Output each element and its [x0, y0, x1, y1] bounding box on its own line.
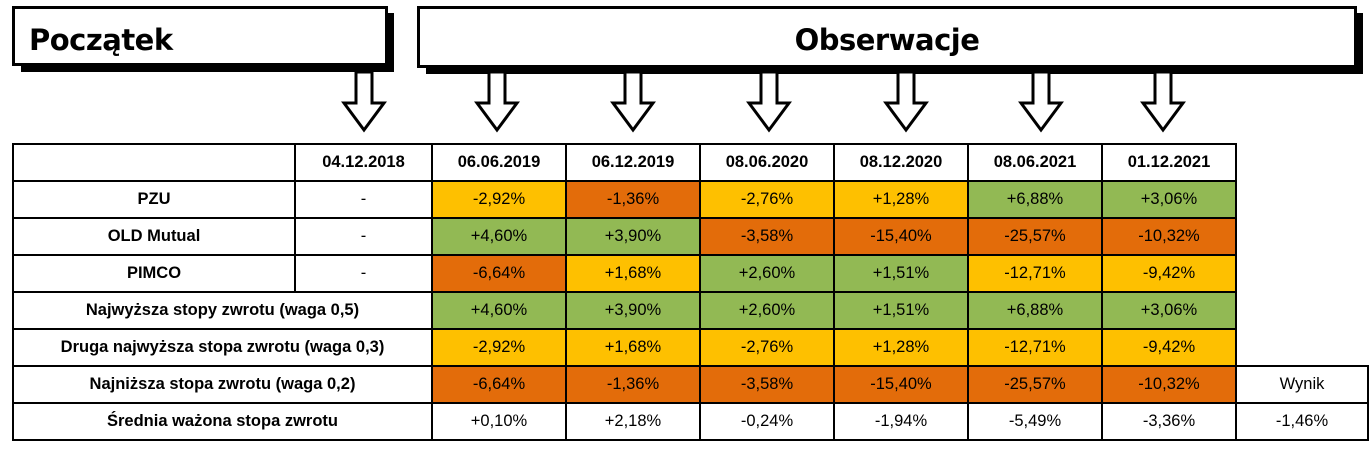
return-cell: +6,88% — [967, 180, 1103, 219]
row-label: PIMCO — [12, 254, 296, 293]
row-label: OLD Mutual — [12, 217, 296, 256]
row-label: Druga najwyższa stopa zwrotu (waga 0,3) — [12, 328, 433, 367]
return-cell: +2,60% — [699, 291, 835, 330]
weighted-value-cell: -0,24% — [699, 402, 835, 441]
corner-cell — [12, 143, 296, 182]
result-label: Wynik — [1235, 365, 1369, 404]
return-cell: -10,32% — [1101, 365, 1237, 404]
return-cell: -9,42% — [1101, 328, 1237, 367]
table-row: PZU - -2,92% -1,36% -2,76% +1,28% +6,88% +3,06% — [12, 180, 1368, 219]
return-cell: -2,92% — [431, 328, 567, 367]
row-label: Najniższa stopa zwrotu (waga 0,2) — [12, 365, 433, 404]
blank-cell — [1236, 144, 1368, 181]
date-cell: 08.06.2020 — [699, 143, 835, 182]
weighted-value-cell: -5,49% — [967, 402, 1103, 441]
return-cell: -12,71% — [967, 254, 1103, 293]
weighted-value-cell: -1,94% — [833, 402, 969, 441]
row-label: Najwyższa stopy zwrotu (waga 0,5) — [12, 291, 433, 330]
table-row: OLD Mutual - +4,60% +3,90% -3,58% -15,40% -25,… — [12, 217, 1368, 256]
return-cell: +6,88% — [967, 291, 1103, 330]
return-cell: +4,60% — [431, 291, 567, 330]
table-row: Najniższa stopa zwrotu (waga 0,2) -6,64% -… — [12, 365, 1369, 404]
return-cell: +1,28% — [833, 328, 969, 367]
weighted-label: Średnia ważona stopa zwrotu — [12, 402, 433, 441]
return-cell: -2,76% — [699, 180, 835, 219]
return-cell: +1,28% — [833, 180, 969, 219]
return-cell: +3,06% — [1101, 180, 1237, 219]
return-cell: -25,57% — [967, 365, 1103, 404]
date-cell: 06.06.2019 — [431, 143, 567, 182]
return-cell: -6,64% — [431, 254, 567, 293]
blank-cell — [1236, 218, 1368, 255]
date-cell: 08.12.2020 — [833, 143, 969, 182]
return-cell: -10,32% — [1101, 217, 1237, 256]
return-cell: +3,90% — [565, 291, 701, 330]
date-cell: 01.12.2021 — [1101, 143, 1237, 182]
down-arrow-icon — [1140, 70, 1186, 133]
date-cell: 04.12.2018 — [294, 143, 433, 182]
start-value-cell: - — [294, 217, 433, 256]
down-arrow-icon — [746, 70, 792, 133]
return-cell: -12,71% — [967, 328, 1103, 367]
down-arrow-icon — [474, 70, 520, 133]
down-arrow-icon — [341, 70, 387, 133]
observations-header: Obserwacje — [417, 6, 1363, 74]
return-cell: -1,36% — [565, 180, 701, 219]
return-cell: +3,90% — [565, 217, 701, 256]
return-cell: -2,76% — [699, 328, 835, 367]
observations-header-label: Obserwacje — [794, 23, 980, 57]
weighted-value-cell: +2,18% — [565, 402, 701, 441]
start-value-cell: - — [294, 254, 433, 293]
return-cell: -3,58% — [699, 365, 835, 404]
row-label: PZU — [12, 180, 296, 219]
return-cell: -3,58% — [699, 217, 835, 256]
return-cell: +2,60% — [699, 254, 835, 293]
return-cell: +1,51% — [833, 291, 969, 330]
return-cell: -6,64% — [431, 365, 567, 404]
arrow-row — [341, 70, 1186, 133]
blank-cell — [1236, 329, 1368, 366]
return-cell: +3,06% — [1101, 291, 1237, 330]
down-arrow-icon — [1018, 70, 1064, 133]
return-cell: -15,40% — [833, 365, 969, 404]
blank-cell — [1236, 255, 1368, 292]
return-cell: +1,51% — [833, 254, 969, 293]
blank-cell — [1236, 181, 1368, 218]
return-cell: -2,92% — [431, 180, 567, 219]
result-value-cell: -1,46% — [1235, 402, 1369, 441]
return-cell: -25,57% — [967, 217, 1103, 256]
table-row: Druga najwyższa stopa zwrotu (waga 0,3) -… — [12, 328, 1368, 367]
blank-cell — [1236, 292, 1368, 329]
return-cell: -1,36% — [565, 365, 701, 404]
return-cell: -9,42% — [1101, 254, 1237, 293]
return-cell: +1,68% — [565, 328, 701, 367]
returns-table: 04.12.2018 06.06.2019 06.12.2019 08.06.2020… — [12, 143, 1369, 441]
start-header-label: Początek — [29, 23, 173, 57]
date-cell: 06.12.2019 — [565, 143, 701, 182]
weighted-value-cell: -3,36% — [1101, 402, 1237, 441]
date-cell: 08.06.2021 — [967, 143, 1103, 182]
start-header: Początek — [12, 6, 394, 72]
return-cell: +4,60% — [431, 217, 567, 256]
table-row: PIMCO - -6,64% +1,68% +2,60% +1,51% -12,71% -9,… — [12, 254, 1368, 293]
table-row: Najwyższa stopy zwrotu (waga 0,5) +4,60% +… — [12, 291, 1368, 330]
down-arrow-icon — [610, 70, 656, 133]
date-row: 04.12.2018 06.06.2019 06.12.2019 08.06.2020… — [12, 143, 1368, 182]
start-value-cell: - — [294, 180, 433, 219]
weighted-row: Średnia ważona stopa zwrotu +0,10% +2,18% -… — [12, 402, 1369, 441]
return-cell: +1,68% — [565, 254, 701, 293]
weighted-value-cell: +0,10% — [431, 402, 567, 441]
return-cell: -15,40% — [833, 217, 969, 256]
down-arrow-icon — [883, 70, 929, 133]
